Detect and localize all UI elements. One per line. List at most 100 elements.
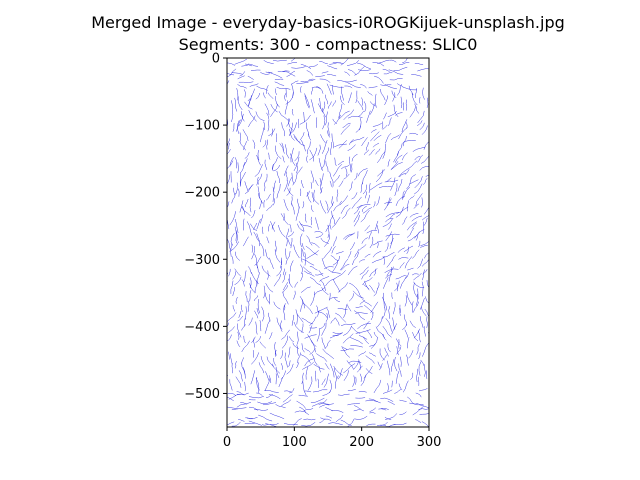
segment-boundary <box>300 86 302 93</box>
segment-boundary <box>344 85 353 89</box>
segment-boundary <box>286 363 294 375</box>
segment-boundary <box>426 97 429 108</box>
segment-boundary <box>381 408 389 410</box>
segment-boundary <box>382 124 388 130</box>
y-tick-label: −500 <box>184 387 220 402</box>
segment-boundary <box>390 177 396 191</box>
segment-boundary <box>398 127 408 140</box>
segment-boundary <box>315 179 319 186</box>
segment-boundary <box>321 378 326 386</box>
segment-boundary <box>387 401 395 405</box>
segment-boundary <box>331 133 334 149</box>
segment-boundary <box>425 296 429 304</box>
segment-boundary <box>330 142 332 156</box>
segment-boundary <box>284 92 287 101</box>
segment-boundary <box>343 173 350 180</box>
x-tick-label: 300 <box>417 435 442 450</box>
segment-boundary <box>407 396 415 405</box>
segment-boundary <box>251 246 255 260</box>
segment-boundary <box>393 151 399 163</box>
segment-boundary <box>278 376 283 388</box>
segment-boundary <box>388 117 392 126</box>
segment-boundary <box>251 352 260 365</box>
segment-boundary <box>243 270 247 283</box>
segment-boundary <box>328 422 343 425</box>
segment-boundary <box>235 376 242 388</box>
segment-boundary <box>384 242 389 252</box>
segment-boundary <box>241 206 251 217</box>
segment-boundary <box>394 183 398 196</box>
segment-boundary <box>335 251 344 255</box>
segment-boundary <box>421 259 429 267</box>
segment-boundary <box>324 363 330 370</box>
segment-boundary <box>364 253 371 258</box>
segment-boundary <box>256 376 260 391</box>
y-tick-label: −300 <box>184 253 220 268</box>
segment-boundary <box>414 229 425 239</box>
segment-boundary <box>283 282 288 291</box>
segment-boundary <box>408 350 414 359</box>
segment-boundary <box>372 240 383 246</box>
segment-boundary <box>352 290 364 299</box>
segment-boundary <box>366 423 376 426</box>
segment-boundary <box>361 97 364 106</box>
segment-boundary <box>357 323 371 330</box>
segment-boundary <box>257 149 260 161</box>
segment-boundary <box>313 189 315 203</box>
segment-boundary <box>338 103 343 119</box>
segment-boundary <box>402 324 407 330</box>
segment-boundary <box>391 323 397 335</box>
segment-boundary <box>334 143 347 148</box>
segment-boundary <box>228 393 241 400</box>
segment-boundary <box>227 80 230 85</box>
segment-boundary <box>266 356 274 367</box>
segment-boundary <box>343 233 354 240</box>
segment-boundary <box>234 157 237 169</box>
segment-boundary <box>414 183 423 195</box>
x-tick-label: 0 <box>223 435 231 450</box>
segment-boundary <box>333 200 342 212</box>
segment-boundary <box>340 204 349 214</box>
segment-boundary <box>265 394 273 398</box>
segment-boundary <box>310 397 325 403</box>
segment-boundary <box>321 337 326 349</box>
segment-boundary <box>338 140 347 149</box>
segment-boundary <box>365 142 369 151</box>
segment-boundary <box>322 390 331 396</box>
segment-boundary <box>376 224 379 234</box>
segment-boundary <box>363 320 370 330</box>
segment-boundary <box>320 173 324 186</box>
segment-boundary <box>360 210 370 223</box>
segment-boundary <box>239 132 241 142</box>
segment-boundary <box>238 419 245 422</box>
segment-boundary <box>354 249 359 258</box>
segment-boundary <box>259 320 262 332</box>
segment-boundary <box>235 230 238 244</box>
segment-boundary <box>322 107 326 118</box>
segment-boundary <box>243 218 245 231</box>
segment-boundary <box>394 154 403 163</box>
segment-boundary <box>232 287 235 297</box>
segment-boundary <box>378 408 387 411</box>
segment-boundary <box>353 211 360 223</box>
segment-boundary <box>281 329 290 340</box>
segment-boundary <box>380 397 394 402</box>
segment-boundary <box>248 317 253 326</box>
segment-boundary <box>339 195 348 206</box>
segment-boundary <box>347 402 360 406</box>
segment-boundary <box>229 156 235 167</box>
segment-boundary <box>320 134 326 144</box>
segment-boundary <box>423 178 428 185</box>
segment-boundary <box>387 111 397 117</box>
segment-boundary <box>306 190 310 197</box>
segment-boundary <box>354 66 365 76</box>
segment-boundary <box>237 84 247 89</box>
segment-boundary <box>399 411 407 415</box>
segment-boundary <box>264 378 271 392</box>
segment-boundary <box>385 133 392 144</box>
segment-boundary <box>284 390 293 393</box>
segment-boundary <box>399 399 407 402</box>
segment-boundary <box>234 268 241 277</box>
segment-boundary <box>227 312 237 323</box>
